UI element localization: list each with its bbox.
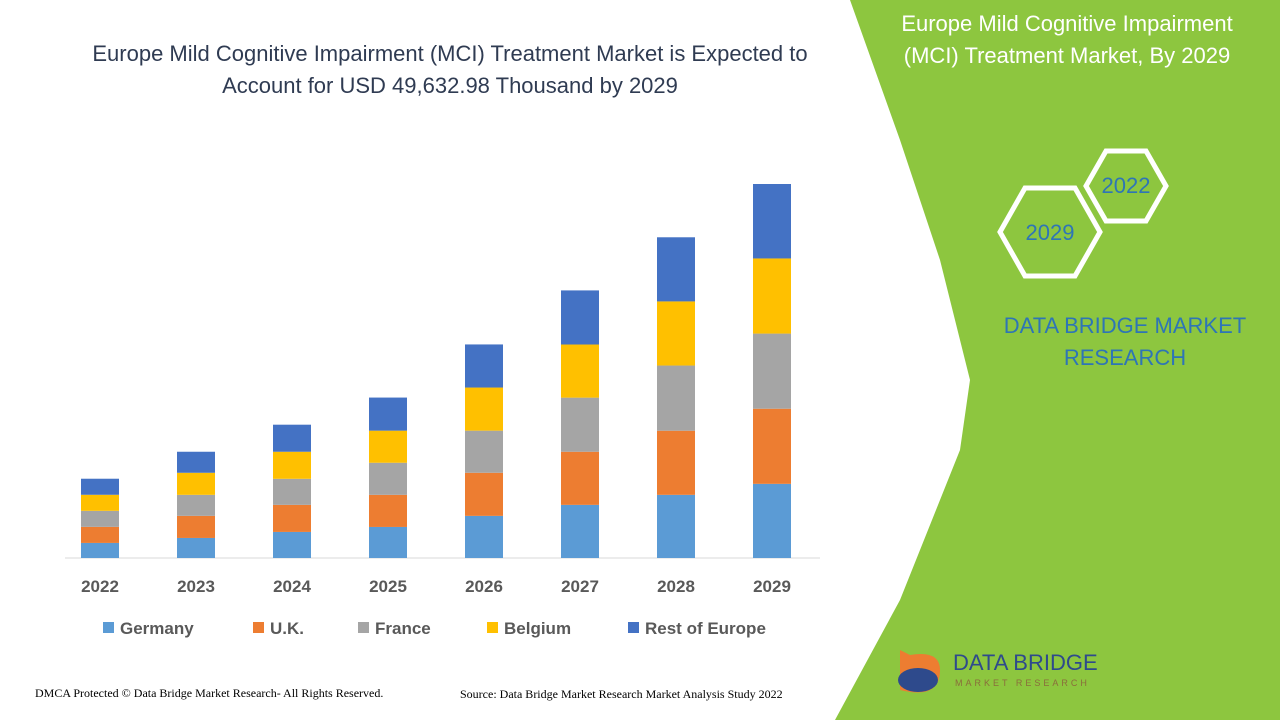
bar-segment [561,504,599,558]
bar-segment [561,397,599,452]
bar-segment [753,483,791,558]
bar-segment [753,258,791,334]
bar-segment [657,301,695,366]
logo-name: DATA BRIDGE [953,650,1098,675]
bar-segment [561,290,599,345]
legend-swatch [487,622,498,633]
bar-segment [369,430,407,463]
x-tick-label: 2022 [81,577,119,596]
x-tick-label: 2029 [753,577,791,596]
bar-segment [657,237,695,302]
bar-segment [369,526,407,558]
panel-title: Europe Mild Cognitive Impairment (MCI) T… [901,11,1233,68]
bar-segment [753,408,791,484]
legend-swatch [253,622,264,633]
x-tick-label: 2026 [465,577,503,596]
legend-swatch [103,622,114,633]
hexagon [997,185,1103,279]
bar-segment [561,344,599,398]
x-tick-label: 2025 [369,577,407,596]
bar-segment [465,430,503,473]
bar-segment [657,430,695,495]
bar-segment [657,365,695,431]
hex-label: 2022 [1102,173,1151,198]
bar-segment [273,424,311,452]
bar-segment [273,504,311,532]
bar-segment [369,462,407,495]
x-tick-label: 2023 [177,577,215,596]
bar-segment [81,542,119,558]
footer-right: Source: Data Bridge Market Research Mark… [460,687,783,701]
x-tick-label: 2024 [273,577,311,596]
bar-segment [465,472,503,516]
logo-mark [898,668,938,692]
logo-tagline: MARKET RESEARCH [955,678,1090,688]
bar-segment [81,510,119,527]
bar-segment [369,494,407,527]
bar-segment [273,531,311,558]
bar-segment [81,494,119,511]
bar-segment [177,472,215,495]
bar-segment [753,184,791,259]
bar-segment [177,537,215,558]
hexagon [1083,148,1169,224]
footer-left: DMCA Protected © Data Bridge Market Rese… [35,686,383,700]
bar-segment [465,344,503,388]
bar-segment [81,478,119,495]
bar-segment [369,397,407,431]
green-panel [835,0,1280,720]
legend-label: France [375,619,431,638]
hex-label: 2029 [1026,220,1075,245]
bar-segment [177,494,215,516]
legend-label: U.K. [270,619,304,638]
x-tick-label: 2027 [561,577,599,596]
bar-segment [465,387,503,431]
bar-segment [561,451,599,505]
legend-label: Germany [120,619,194,638]
bar-segment [273,478,311,505]
bar-segment [177,515,215,538]
bar-segment [81,526,119,543]
bar-segment [657,494,695,558]
bar-segment [273,451,311,479]
bar-segment [465,515,503,558]
bar-segment [177,451,215,473]
brand: DATA BRIDGE MARKET RESEARCH [1003,313,1247,370]
legend-swatch [628,622,639,633]
legend-label: Rest of Europe [645,619,766,638]
chart-title: Europe Mild Cognitive Impairment (MCI) T… [92,41,808,98]
x-tick-label: 2028 [657,577,695,596]
legend-label: Belgium [504,619,571,638]
legend-swatch [358,622,369,633]
bar-segment [753,333,791,409]
